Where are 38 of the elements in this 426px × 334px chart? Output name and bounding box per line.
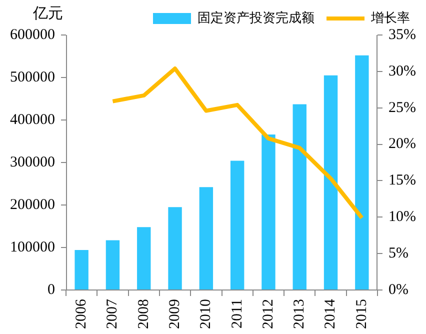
y-axis-title: 亿元 [32, 6, 63, 22]
x-tick-label: 2011 [229, 299, 246, 328]
y2-tick-label: 15% [388, 172, 416, 189]
y2-tick-label: 5% [388, 246, 409, 262]
bar [292, 104, 306, 290]
x-tick-label: 2006 [74, 298, 90, 329]
bar [355, 55, 369, 290]
y-tick-label: 400000 [10, 112, 55, 128]
x-tick-label: 2014 [322, 298, 339, 329]
y-tick-label: 200000 [10, 196, 55, 213]
bar [324, 75, 338, 290]
x-tick-label: 2010 [198, 299, 214, 329]
y-tick-label: 100000 [10, 239, 55, 256]
y-tick-label: 500000 [10, 69, 55, 86]
legend-label: 固定资产投资完成额 [198, 10, 314, 25]
x-tick-label: 2015 [354, 299, 370, 329]
x-tick-label: 2007 [104, 298, 121, 329]
x-tick-label: 2012 [260, 299, 276, 329]
bar [199, 187, 214, 290]
y2-tick-label: 10% [388, 209, 416, 226]
y2-tick-label: 25% [388, 100, 416, 116]
bar [137, 227, 151, 290]
bar [262, 134, 276, 290]
y2-tick-label: 35% [388, 26, 416, 43]
x-tick-label: 2008 [136, 299, 152, 329]
y2-tick-label: 30% [388, 63, 416, 80]
legend-label: 增长率 [370, 10, 410, 25]
y2-tick-label: 0% [388, 282, 409, 298]
y-tick-label: 300000 [10, 154, 55, 170]
bar [230, 160, 244, 290]
bar [106, 240, 120, 290]
y-tick-label: 0 [48, 282, 55, 298]
y-tick-label: 600000 [10, 26, 55, 43]
bar [168, 207, 182, 290]
x-tick-label: 2009 [166, 299, 183, 329]
bar [74, 250, 88, 290]
x-tick-label: 2013 [292, 299, 308, 329]
y2-tick-label: 20% [388, 136, 416, 152]
